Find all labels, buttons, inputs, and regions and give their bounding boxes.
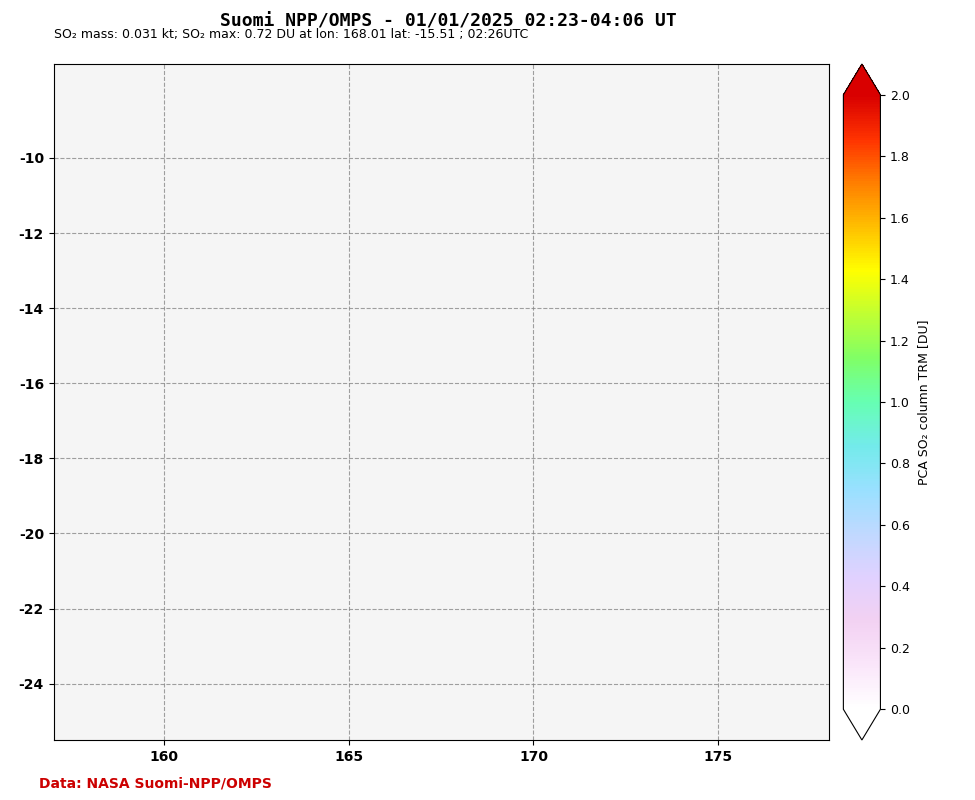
PathPatch shape bbox=[843, 64, 880, 94]
Text: Suomi NPP/OMPS - 01/01/2025 02:23-04:06 UT: Suomi NPP/OMPS - 01/01/2025 02:23-04:06 … bbox=[220, 12, 677, 30]
Text: Data: NASA Suomi-NPP/OMPS: Data: NASA Suomi-NPP/OMPS bbox=[39, 776, 272, 790]
Text: SO₂ mass: 0.031 kt; SO₂ max: 0.72 DU at lon: 168.01 lat: -15.51 ; 02:26UTC: SO₂ mass: 0.031 kt; SO₂ max: 0.72 DU at … bbox=[54, 28, 527, 41]
PathPatch shape bbox=[843, 710, 880, 740]
Y-axis label: PCA SO₂ column TRM [DU]: PCA SO₂ column TRM [DU] bbox=[917, 319, 930, 485]
